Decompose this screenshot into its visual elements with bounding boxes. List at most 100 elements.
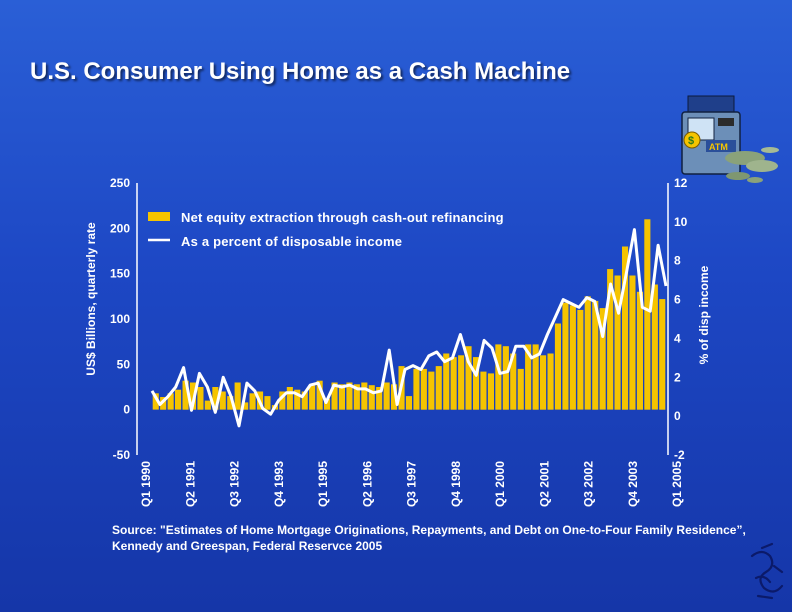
bar <box>383 382 390 410</box>
bar <box>569 305 576 410</box>
bar <box>599 308 606 410</box>
right-tick-label: 0 <box>674 409 681 423</box>
bar <box>189 382 196 410</box>
bar <box>376 387 383 410</box>
atm-machine-icon: ATM $ <box>681 95 741 175</box>
left-tick-label: 100 <box>110 312 130 326</box>
left-tick-label: 0 <box>123 403 130 417</box>
source-note: Source: "Estimates of Home Mortgage Orig… <box>112 523 746 553</box>
bar-series <box>152 219 666 410</box>
bar <box>405 396 412 410</box>
right-tick-label: -2 <box>674 448 685 462</box>
left-tick-label: 200 <box>110 221 130 235</box>
x-tick-labels: Q1 1990 Q2 1991 Q3 1992 Q4 1993 Q1 1995 Q2 19… <box>139 461 684 507</box>
bar <box>331 382 338 410</box>
bar <box>592 300 599 410</box>
bar <box>309 384 316 410</box>
bar <box>659 299 666 410</box>
right-tick-label: 10 <box>674 215 688 229</box>
bar <box>636 291 643 410</box>
bar <box>361 382 368 410</box>
bar <box>413 368 420 410</box>
bar <box>540 355 547 410</box>
x-tick-label: Q1 1990 <box>139 461 153 507</box>
y-axis-right-title: % of disp income <box>697 265 711 364</box>
bar <box>294 389 301 410</box>
bar <box>234 382 241 410</box>
bar <box>324 398 331 410</box>
bar <box>338 384 345 410</box>
bar <box>204 400 211 410</box>
bar <box>435 366 442 410</box>
x-tick-label: Q3 2002 <box>582 461 596 507</box>
bar <box>547 353 554 410</box>
bar <box>175 389 182 410</box>
x-tick-label: Q2 1991 <box>183 461 197 507</box>
left-tick-label: 150 <box>110 267 130 281</box>
bar <box>420 368 427 410</box>
bar <box>584 296 591 410</box>
bar <box>182 380 189 410</box>
x-tick-label: Q2 1996 <box>360 461 374 507</box>
svg-text:ATM: ATM <box>709 142 728 152</box>
bar <box>644 219 651 410</box>
bar <box>368 385 375 410</box>
y-axis-left-title: US$ Billions, quarterly rate <box>84 222 98 376</box>
bar <box>487 373 494 410</box>
left-tick-labels: 250 200 150 100 50 0 -50 <box>110 176 130 462</box>
bar <box>450 357 457 410</box>
bar <box>525 344 532 410</box>
bar <box>242 402 249 410</box>
bar <box>249 393 256 410</box>
bar <box>428 371 435 410</box>
bar <box>502 346 509 410</box>
right-tick-label: 2 <box>674 370 681 384</box>
x-tick-label: Q4 2003 <box>626 461 640 507</box>
bar <box>279 391 286 410</box>
bar <box>480 371 487 410</box>
bar <box>532 344 539 410</box>
right-tick-label: 8 <box>674 254 681 268</box>
bar <box>629 275 636 410</box>
x-tick-label: Q4 1993 <box>272 461 286 507</box>
bar <box>346 382 353 410</box>
x-tick-label: Q1 2005 <box>670 461 684 507</box>
bar <box>197 387 204 410</box>
bar <box>167 393 174 410</box>
bar <box>465 346 472 410</box>
bar <box>227 396 234 410</box>
bar <box>510 353 517 410</box>
left-tick-label: -50 <box>113 448 131 462</box>
x-tick-label: Q4 1998 <box>449 461 463 507</box>
bar <box>495 344 502 410</box>
left-tick-label: 250 <box>110 176 130 190</box>
slide-title: U.S. Consumer Using Home as a Cash Machi… <box>30 58 571 85</box>
x-tick-label: Q1 1995 <box>316 461 330 507</box>
svg-text:$: $ <box>688 135 694 147</box>
bar <box>316 380 323 410</box>
right-tick-labels: 12 10 8 6 4 2 0 -2 <box>674 176 688 462</box>
bar <box>473 357 480 410</box>
logo-icon <box>750 542 784 600</box>
money-pile-icon <box>725 147 779 183</box>
legend-swatch-bar <box>148 212 170 221</box>
bar <box>152 393 159 410</box>
right-tick-label: 12 <box>674 176 688 190</box>
bar <box>614 275 621 410</box>
bar <box>353 384 360 410</box>
bar <box>622 246 629 410</box>
left-tick-label: 50 <box>117 357 131 371</box>
bar <box>219 391 226 410</box>
bar <box>554 323 561 410</box>
bar <box>651 284 658 410</box>
bar <box>391 384 398 410</box>
bar <box>301 391 308 410</box>
x-tick-label: Q3 1992 <box>228 461 242 507</box>
bar <box>443 353 450 410</box>
legend-label-bar: Net equity extraction through cash-out r… <box>181 210 504 225</box>
bar <box>562 302 569 410</box>
x-tick-label: Q2 2001 <box>537 461 551 507</box>
bar <box>286 387 293 410</box>
bar <box>607 269 614 410</box>
